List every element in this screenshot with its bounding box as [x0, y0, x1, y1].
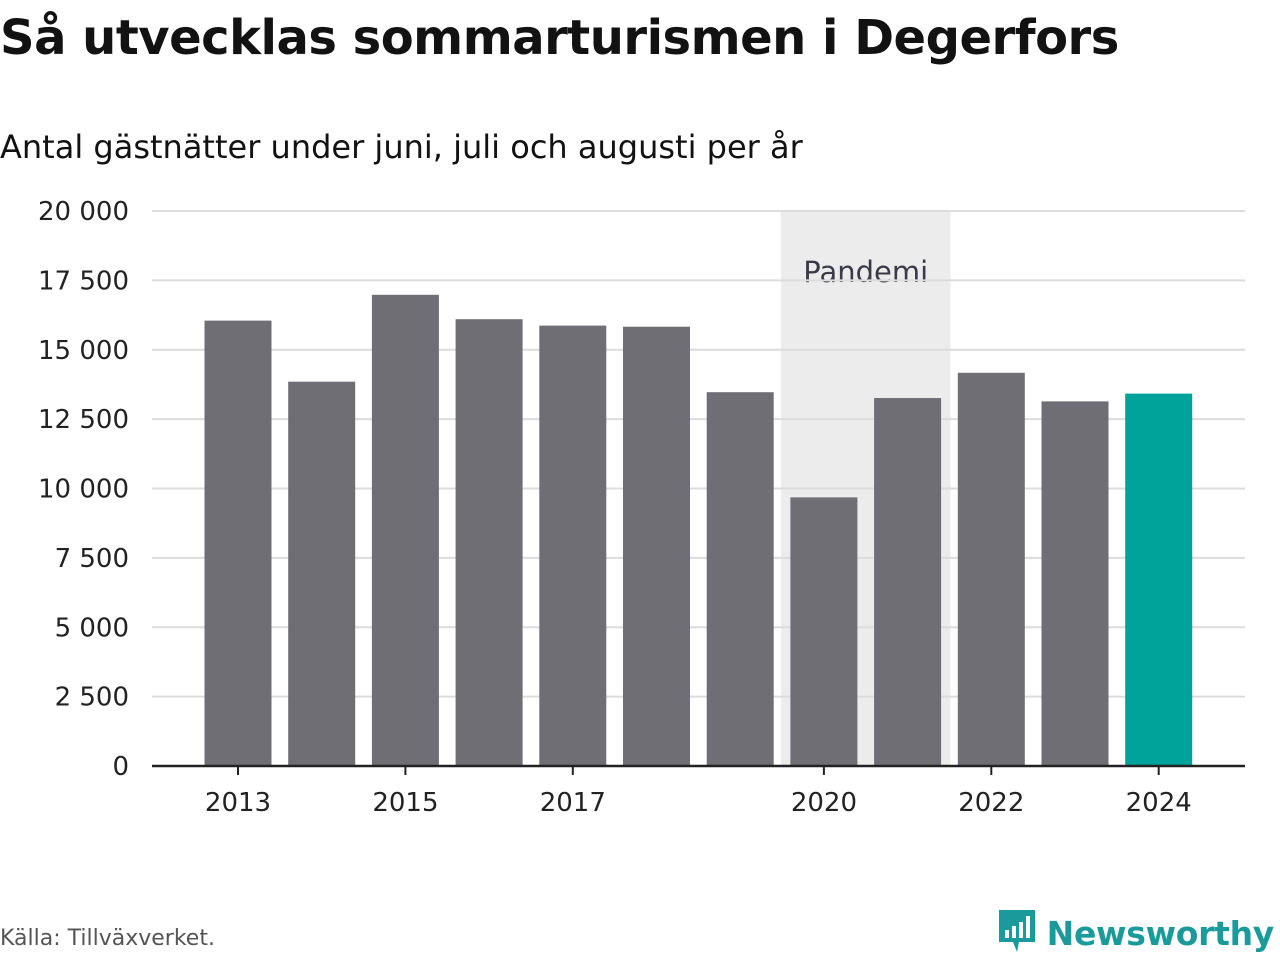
x-tick-label: 2013	[205, 788, 271, 818]
x-tick-label: 2015	[372, 788, 438, 818]
annotation-label: Pandemi	[803, 255, 928, 289]
bar-2018	[623, 326, 690, 766]
chart-title: Så utvecklas sommarturismen i Degerfors	[0, 10, 1119, 66]
bar-2016	[455, 319, 523, 766]
x-axis	[152, 764, 1245, 775]
bar-2015	[371, 294, 439, 766]
y-tick-label: 10 000	[38, 475, 129, 505]
bar-2014	[288, 381, 356, 766]
source-note: Källa: Tillväxverket.	[0, 926, 215, 951]
bar-2023	[1041, 401, 1109, 766]
y-tick-label: 17 500	[38, 266, 129, 296]
x-tick-label: 2024	[1126, 788, 1192, 818]
chart-subtitle: Antal gästnätter under juni, juli och au…	[0, 128, 803, 166]
y-tick-label: 7 500	[55, 544, 129, 574]
x-tick-label: 2022	[958, 788, 1024, 818]
y-tick-label: 2 500	[55, 683, 129, 713]
x-tick-label: 2020	[791, 788, 857, 818]
y-tick-label: 0	[112, 752, 129, 782]
brand-logo: Newsworthy	[997, 908, 1274, 958]
y-tick-label: 5 000	[55, 613, 129, 643]
newsworthy-logo-icon	[997, 908, 1037, 958]
brand-name: Newsworthy	[1046, 913, 1275, 953]
bar-2013	[204, 320, 272, 766]
y-tick-label: 15 000	[38, 336, 129, 366]
bar-chart: Pandemi 0 2 500 5 000 7 500 10 000 12 500 15 0…	[38, 197, 1245, 818]
x-tick-label: 2017	[540, 788, 606, 818]
bar-2019	[706, 392, 774, 766]
y-tick-label: 20 000	[38, 197, 129, 227]
bar-2017	[539, 325, 607, 766]
x-axis-tick-labels: 2013 2015 2017 2020 2022 2024	[205, 788, 1192, 818]
bar-2020	[790, 497, 858, 766]
bar-2021	[874, 398, 942, 766]
bar-2022	[957, 372, 1025, 766]
y-axis-tick-labels: 0 2 500 5 000 7 500 10 000 12 500 15 000 17 500…	[38, 197, 129, 782]
bar-2024	[1125, 393, 1193, 766]
y-tick-label: 12 500	[38, 405, 129, 435]
bars	[204, 294, 1193, 766]
